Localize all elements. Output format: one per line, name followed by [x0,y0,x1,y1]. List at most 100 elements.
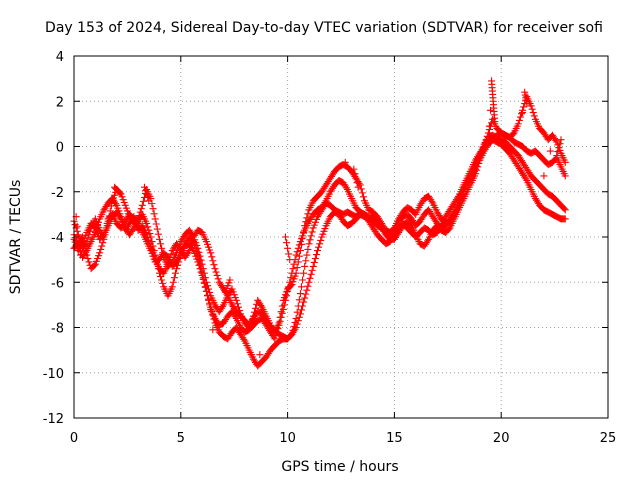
data-point [278,309,286,317]
data-point [157,240,165,248]
data-point [293,248,301,256]
data-point [354,183,362,191]
data-point [552,136,560,144]
data-point [90,223,98,231]
data-point [540,172,548,180]
data-point [201,283,209,291]
data-point [303,286,311,294]
data-point [144,223,152,231]
data-point [257,301,265,309]
data-point [84,254,92,262]
data-point [449,210,457,218]
data-point [272,331,280,339]
data-point [114,187,122,195]
data-point [171,269,179,277]
data-point [302,290,310,298]
data-point [250,308,258,316]
x-tick-label: 5 [177,431,185,446]
data-point [279,305,287,313]
data-point [286,256,294,264]
data-point [202,287,210,295]
data-point [208,253,216,261]
data-point [289,265,297,273]
data-point [514,120,522,128]
data-point [82,248,90,256]
data-point [555,144,563,152]
data-point [112,200,120,208]
data-point [358,189,366,197]
data-point [294,317,302,325]
x-tick-label: 0 [70,431,78,446]
data-point [292,251,300,259]
data-point [491,118,499,126]
data-point [157,273,165,281]
data-point [153,225,161,233]
data-point [357,185,365,193]
data-point [214,275,222,283]
data-point [195,256,203,264]
y-axis-label: SDTVAR / TECUs [8,180,24,295]
data-point [353,179,361,187]
data-point [247,351,255,359]
data-point [76,251,84,259]
data-point [556,140,564,148]
data-point [96,249,104,257]
data-point [281,233,289,241]
data-point [144,193,152,201]
y-tick-label: 0 [56,141,64,156]
data-point [95,218,103,226]
data-point [90,261,98,269]
data-point [291,325,299,333]
data-point [561,206,569,214]
data-point [169,278,177,286]
data-point [193,248,201,256]
data-point [315,243,323,251]
data-point [167,250,175,258]
data-point [517,110,525,118]
y-tick-label: -8 [51,322,64,337]
data-point [277,313,285,321]
data-point [295,296,303,304]
data-point [275,321,283,329]
data-point [200,278,208,286]
data-point [286,278,294,286]
x-axis-label: GPS time / hours [281,459,398,475]
data-point [139,197,147,205]
data-point [207,249,215,257]
data-point [197,265,205,273]
data-point [138,201,146,209]
data-point [97,245,105,253]
data-point [285,250,293,258]
data-point [560,205,568,213]
data-point [192,244,200,252]
data-point [196,260,204,268]
data-point [194,251,202,259]
y-tick-label: -10 [43,367,64,382]
data-point [271,335,279,343]
data-point [351,170,359,178]
data-point [75,241,83,249]
data-point [284,287,292,295]
data-point [106,207,114,215]
data-point [296,290,304,298]
data-point [154,265,162,273]
data-point [236,307,244,315]
data-point [288,269,296,277]
data-point [299,276,307,284]
data-point [276,317,284,325]
data-point [300,269,308,277]
data-point [561,158,569,166]
data-point [293,264,301,272]
y-tick-label: -4 [51,231,64,246]
data-point [308,228,316,236]
data-point [295,241,303,249]
data-point [154,230,162,238]
data-point [527,102,535,110]
data-point [487,106,495,114]
data-point [301,262,309,270]
data-point [168,283,176,291]
data-point [209,326,217,334]
data-point [73,222,81,230]
data-point [233,300,241,308]
